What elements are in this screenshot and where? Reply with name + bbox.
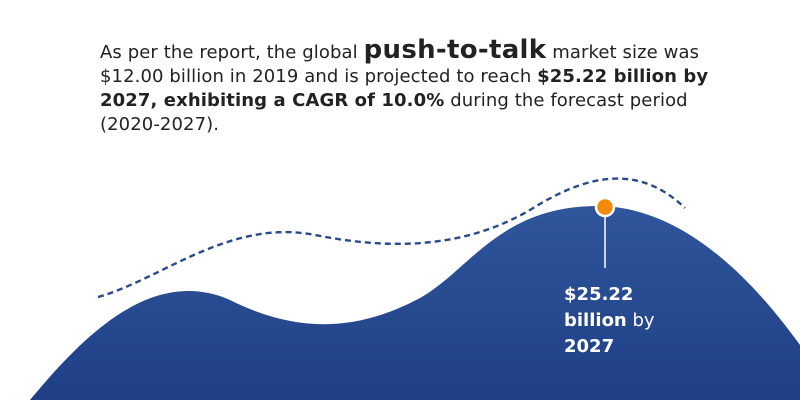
headline-keyword: push-to-talk [363, 35, 547, 65]
callout-connector: by [626, 310, 655, 331]
callout-year: 2027 [564, 336, 615, 357]
headline-text: As per the report, the global push-to-ta… [100, 35, 740, 137]
headline-part-3: during the forecast period (2020-2027). [100, 90, 688, 135]
callout-unit: billion [564, 310, 627, 331]
headline-part-2: market size was $12.00 billion in 2019 a… [100, 42, 700, 87]
peak-callout: $25.22 billion by 2027 [564, 282, 724, 360]
callout-value: $25.22 [564, 284, 634, 305]
dashed-trend-line [97, 177, 686, 299]
headline-part-1: As per the report, the global [100, 42, 364, 63]
callout-unit-line: billion by [564, 308, 724, 334]
peak-marker [594, 196, 616, 218]
headline-highlight: $25.22 billion by 2027, exhibiting a CAG… [100, 66, 709, 111]
wave-area [30, 205, 800, 400]
